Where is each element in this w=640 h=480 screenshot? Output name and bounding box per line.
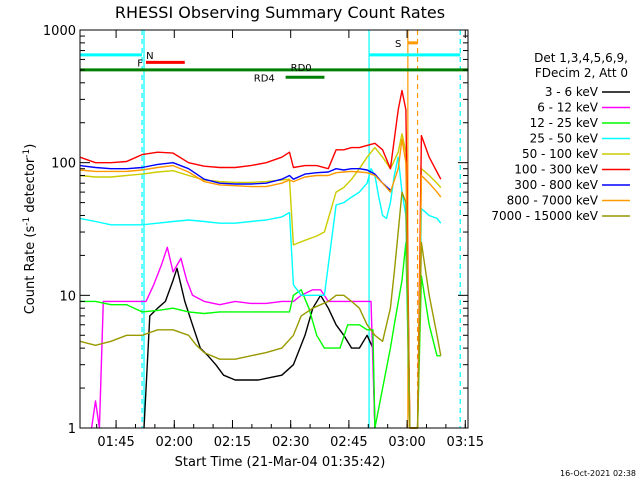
series-line-0 xyxy=(143,267,376,429)
series-line-4 xyxy=(79,133,442,429)
series-line-3 xyxy=(79,156,442,429)
legend-label-2: 12 - 25 keV xyxy=(530,116,599,130)
plot-frame xyxy=(79,29,469,429)
status-bar-label-6: RD4 xyxy=(254,73,275,84)
legend-label-3: 25 - 50 keV xyxy=(530,132,599,146)
legend-label-6: 300 - 800 keV xyxy=(514,178,598,192)
chart-title: RHESSI Observing Summary Count Rates xyxy=(115,3,445,22)
x-axis: 01:45 02:00 02:15 02:30 02:45 03:00 03:15 xyxy=(96,30,484,450)
status-bar-label-1: F xyxy=(137,58,143,69)
legend: Det 1,3,4,5,6,9, FDecim 2, Att 0 3 - 6 k… xyxy=(491,51,630,223)
y-tick-label-0: 1 xyxy=(68,422,76,437)
y-axis: 1 10 100 1000 xyxy=(43,24,468,437)
series-line-1 xyxy=(90,246,376,429)
series-line-5 xyxy=(79,89,442,429)
y-tick-label-3: 1000 xyxy=(43,24,76,39)
x-tick-label-4: 02:45 xyxy=(330,435,367,450)
series-line-7 xyxy=(79,138,442,429)
timestamp: 16-Oct-2021 02:38 xyxy=(560,469,636,478)
x-axis-label: Start Time (21-Mar-04 01:35:42) xyxy=(175,455,386,470)
y-tick-label-1: 10 xyxy=(59,289,76,304)
x-tick-label-0: 01:45 xyxy=(97,435,134,450)
series-line-8 xyxy=(79,191,442,429)
legend-label-1: 6 - 12 keV xyxy=(537,101,599,115)
x-tick-label-2: 02:15 xyxy=(214,435,251,450)
y-tick-label-2: 100 xyxy=(51,157,76,172)
legend-header-2: FDecim 2, Att 0 xyxy=(535,66,628,80)
x-tick-label-5: 03:00 xyxy=(388,435,425,450)
legend-label-4: 50 - 100 keV xyxy=(522,147,599,161)
legend-header-1: Det 1,3,4,5,6,9, xyxy=(534,51,628,65)
legend-label-5: 100 - 300 keV xyxy=(514,163,598,177)
x-tick-label-3: 02:30 xyxy=(272,435,309,450)
legend-label-8: 7000 - 15000 keV xyxy=(491,209,598,223)
x-tick-label-1: 02:00 xyxy=(156,435,193,450)
status-bar-label-0: N xyxy=(146,51,153,62)
status-bar-label-5: RD0 xyxy=(291,63,312,74)
series-line-6 xyxy=(79,162,391,191)
plot-area: NF S RD0 RD4 xyxy=(79,30,468,429)
status-bar-label-3: S xyxy=(395,39,401,50)
x-tick-label-6: 03:15 xyxy=(447,435,484,450)
legend-label-7: 800 - 7000 keV xyxy=(507,194,599,208)
y-axis-label: Count Rate (s-1 detector-1) xyxy=(22,144,38,315)
legend-label-0: 3 - 6 keV xyxy=(545,85,599,99)
